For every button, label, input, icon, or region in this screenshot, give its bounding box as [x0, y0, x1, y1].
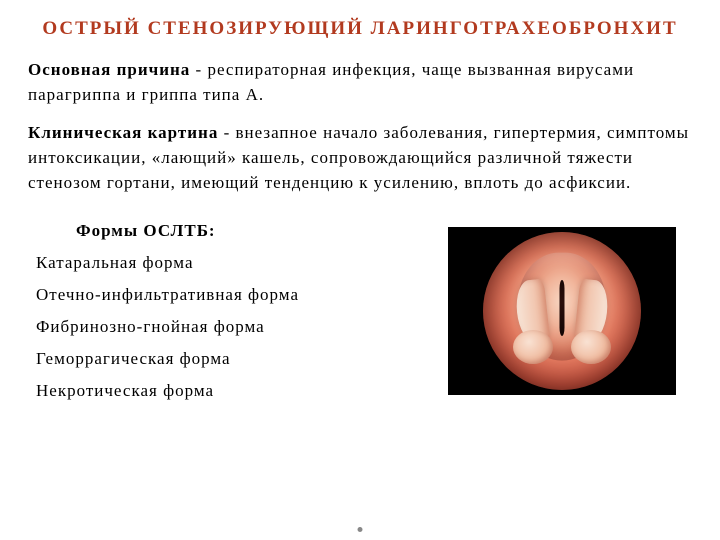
slide-title: ОСТРЫЙ СТЕНОЗИРУЮЩИЙ ЛАРИНГОТРАХЕОБРОНХИ…	[28, 18, 692, 40]
paragraph-clinical: Клиническая картина - внезапное начало з…	[28, 121, 692, 195]
arytenoid-right	[571, 330, 611, 364]
image-column	[432, 221, 692, 395]
content-row: Формы ОСЛТБ: Катаральная форма Отечно-ин…	[28, 221, 692, 413]
cause-lead: Основная причина	[28, 60, 190, 79]
arytenoid-left	[513, 330, 553, 364]
list-item: Некротическая форма	[36, 381, 432, 401]
list-item: Катаральная форма	[36, 253, 432, 273]
list-item: Геморрагическая форма	[36, 349, 432, 369]
decorative-dot-icon	[358, 527, 363, 532]
forms-heading: Формы ОСЛТБ:	[76, 221, 432, 241]
list-item: Отечно-инфильтративная форма	[36, 285, 432, 305]
paragraph-cause: Основная причина - респираторная инфекци…	[28, 58, 692, 107]
glottic-slit	[560, 280, 565, 336]
forms-list: Катаральная форма Отечно-инфильтративная…	[36, 253, 432, 401]
list-item: Фибринозно-гнойная форма	[36, 317, 432, 337]
clinical-lead: Клиническая картина	[28, 123, 218, 142]
forms-column: Формы ОСЛТБ: Катаральная форма Отечно-ин…	[28, 221, 432, 413]
larynx-photo-frame	[448, 227, 676, 395]
endoscope-view	[483, 232, 641, 390]
